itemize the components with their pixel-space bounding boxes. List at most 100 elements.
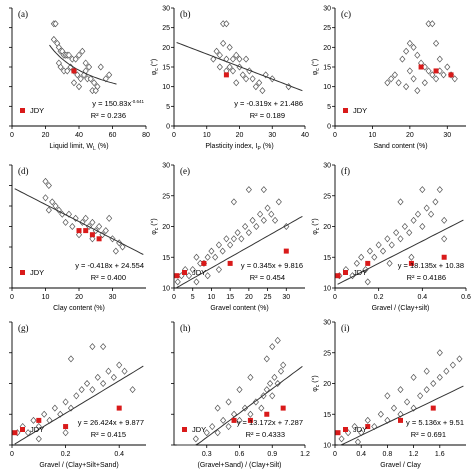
- data-point: [121, 367, 128, 375]
- data-point: [451, 75, 458, 83]
- x-tick-label: 1.2: [300, 451, 310, 458]
- jdy-point: [283, 248, 289, 254]
- regression-line: [176, 42, 303, 92]
- regression-equation: y = 13.172x + 7.287: [237, 418, 303, 427]
- x-tick-label: 20: [42, 132, 50, 139]
- legend-jdy-marker: [343, 108, 348, 113]
- y-tick-label: 30: [323, 163, 331, 170]
- y-tick-label: 15: [162, 255, 170, 262]
- data-point: [247, 373, 254, 381]
- data-point: [247, 410, 254, 418]
- jdy-point: [174, 273, 180, 279]
- y-tick-label: 10: [162, 286, 170, 293]
- data-point: [432, 198, 439, 206]
- regression-equation-main: y = 13.172x + 7.287: [237, 418, 303, 427]
- regression-equation-main: y = 5.136x + 9.51: [406, 418, 464, 427]
- data-point: [390, 404, 398, 412]
- regression-equation: y = 5.136x + 9.51: [406, 418, 464, 427]
- x-axis-label-unit: (%): [261, 143, 274, 150]
- x-tick-label: 10: [42, 294, 50, 301]
- data-point: [70, 79, 78, 87]
- legend-jdy-marker: [182, 270, 187, 275]
- data-point: [432, 39, 440, 47]
- x-tick-label: 0.4: [356, 451, 366, 458]
- x-tick-label: 0.2: [61, 451, 71, 458]
- data-point: [384, 416, 391, 424]
- y-tick-label: 20: [162, 224, 170, 231]
- data-point: [233, 51, 240, 59]
- data-point: [263, 355, 270, 363]
- data-point: [406, 67, 413, 75]
- x-tick-label: 0: [10, 451, 14, 458]
- data-point: [406, 39, 413, 47]
- data-point: [397, 386, 404, 394]
- regression-equation: y = -0.319x + 21.486: [234, 99, 303, 108]
- data-point: [210, 55, 217, 63]
- panel-b: 0 10 20 30 40 0 5 10 15 20 25 30 Plasticity index, I…: [150, 6, 309, 153]
- y-tick-label: 0: [327, 124, 331, 131]
- data-point: [83, 379, 91, 388]
- regression-equation-main: y = 18.135x + 10.38: [398, 261, 464, 270]
- r-squared: R² = 0.4186: [407, 273, 446, 282]
- x-tick-label: 1.2: [409, 451, 419, 458]
- data-point: [386, 259, 393, 267]
- panel-label: (e): [180, 166, 190, 176]
- legend-jdy-marker: [20, 427, 25, 432]
- data-point: [116, 361, 123, 369]
- data-point: [274, 336, 281, 344]
- regression-equation-exponent: -0.641: [131, 99, 144, 104]
- data-point: [82, 214, 89, 222]
- data-point: [414, 210, 422, 218]
- x-tick-label: 60: [109, 132, 117, 139]
- data-point: [62, 218, 69, 226]
- x-axis-label: Gravel content (%): [210, 305, 268, 312]
- legend-jdy-marker: [20, 108, 25, 113]
- data-point: [410, 216, 417, 224]
- data-point: [354, 438, 361, 446]
- data-point: [51, 404, 58, 412]
- data-point: [268, 210, 275, 218]
- data-point: [399, 55, 406, 63]
- data-point: [366, 247, 373, 255]
- data-point: [77, 75, 84, 83]
- y-tick-label: 25: [323, 25, 331, 32]
- data-point: [351, 423, 358, 431]
- data-point: [391, 71, 398, 79]
- data-point: [403, 83, 410, 91]
- x-axis-label-sub: L: [93, 146, 96, 152]
- data-point: [395, 79, 402, 87]
- x-axis-label: (Gravel+Sand) / (Clay+Silt): [197, 462, 281, 469]
- data-point: [129, 386, 136, 394]
- data-point: [441, 235, 448, 243]
- data-point: [257, 210, 264, 218]
- jdy-point: [223, 72, 229, 78]
- y-axis-label-sub: c: [154, 227, 160, 230]
- y-tick-label: 0: [166, 124, 170, 131]
- panel-label: (h): [180, 323, 191, 333]
- data-point: [185, 272, 193, 280]
- data-point: [41, 410, 48, 418]
- data-point: [375, 241, 382, 249]
- panel-h: 0.3 0.6 0.9 1.2 (Gravel+Sand) / (Clay+Silt) (…: [171, 321, 310, 469]
- jdy-point: [365, 424, 371, 430]
- panel-label: (d): [18, 166, 29, 176]
- x-tick-label: 10: [369, 132, 377, 139]
- data-point: [358, 253, 365, 261]
- data-point: [384, 392, 391, 400]
- data-point: [425, 67, 432, 75]
- y-tick-label: 10: [162, 84, 170, 91]
- data-point: [55, 59, 62, 67]
- data-point: [79, 47, 86, 55]
- jdy-point: [247, 417, 253, 423]
- data-point: [45, 181, 52, 190]
- x-tick-label: 0: [333, 132, 337, 139]
- data-point: [269, 392, 276, 400]
- data-point: [264, 204, 271, 212]
- data-point: [242, 222, 249, 231]
- x-axis-label: Gravel / (Clay+silt): [372, 305, 430, 312]
- data-point: [106, 71, 113, 79]
- regression-equation: y = -0.418x + 24.554: [75, 261, 144, 270]
- x-axis-label: Sand content (%): [373, 143, 427, 150]
- legend-label: JDY: [30, 106, 44, 115]
- data-point: [283, 222, 290, 231]
